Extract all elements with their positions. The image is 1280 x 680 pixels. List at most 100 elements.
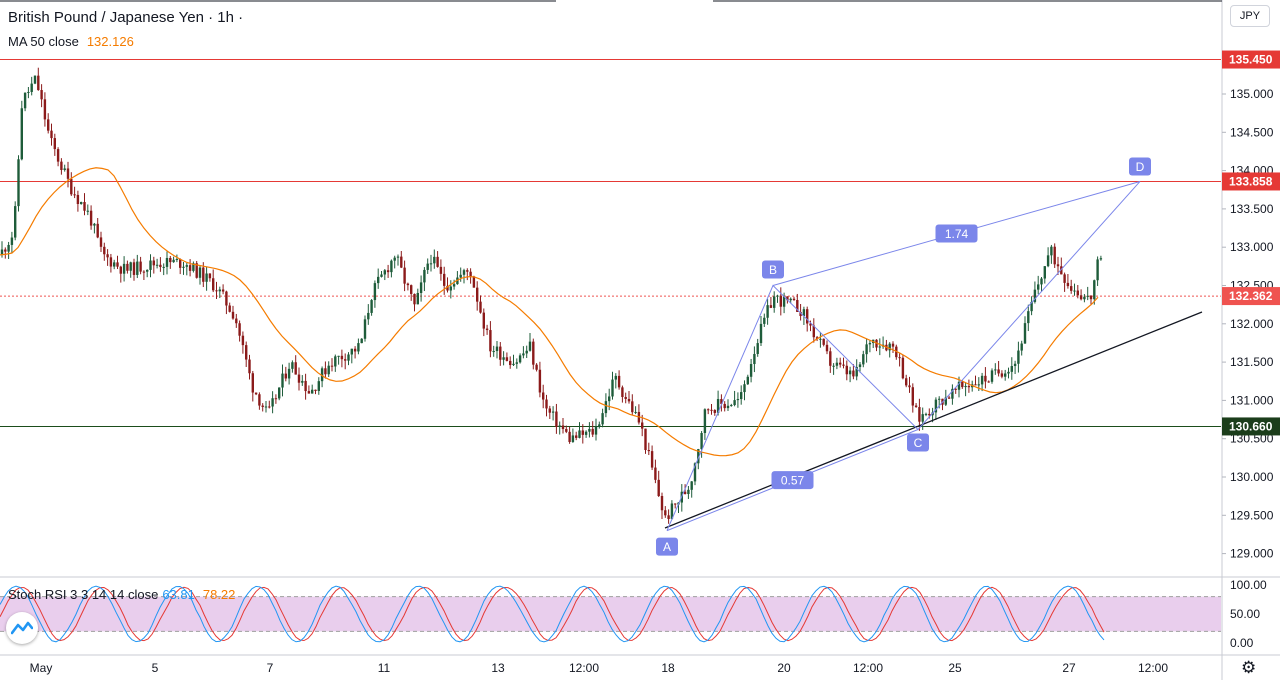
candle — [165, 251, 169, 275]
candle-body — [1020, 343, 1023, 351]
candle-body — [179, 259, 182, 268]
candle — [218, 286, 221, 299]
pattern-ratio-0: 1.74 — [935, 224, 978, 243]
candle — [274, 394, 278, 404]
candle — [113, 259, 116, 270]
candle-body — [647, 450, 650, 452]
ma-legend[interactable]: MA 50 close 132.126 — [8, 34, 142, 49]
time-tick-label: 18 — [661, 661, 675, 675]
candle-body — [581, 430, 584, 435]
candle-body — [413, 293, 416, 305]
candle-body — [271, 398, 274, 407]
candle-body — [1076, 290, 1079, 296]
price-label-box — [1222, 417, 1280, 436]
price-tick-label: 130.000 — [1230, 470, 1274, 484]
candle — [1017, 341, 1020, 373]
candle-body — [469, 271, 472, 277]
candle — [740, 385, 743, 405]
candle — [634, 406, 637, 415]
candle — [561, 418, 565, 434]
candle — [987, 380, 990, 383]
candle-body — [241, 335, 245, 346]
candle-body — [773, 296, 776, 308]
candle-body — [70, 178, 73, 195]
candle — [578, 422, 581, 439]
candle-body — [320, 368, 324, 382]
candle — [248, 354, 251, 380]
candle-body — [317, 381, 320, 391]
candle — [710, 404, 713, 415]
candle-body — [400, 256, 403, 268]
candle — [898, 353, 901, 367]
candle — [386, 264, 390, 278]
candle — [581, 424, 584, 444]
candle — [601, 408, 604, 428]
candle — [245, 341, 248, 367]
candle-body — [561, 425, 565, 430]
candle-body — [967, 385, 971, 388]
candle — [1073, 283, 1076, 296]
pattern-point-label: C — [914, 436, 923, 450]
ma-label: MA 50 close — [8, 34, 79, 49]
candle — [70, 172, 73, 196]
candle — [251, 370, 254, 402]
candle-body — [344, 359, 347, 361]
candle-body — [155, 264, 159, 266]
candle — [779, 287, 782, 316]
candle-body — [334, 356, 337, 367]
candle — [753, 346, 756, 373]
candle — [512, 354, 515, 366]
candle — [334, 354, 337, 372]
candle — [152, 256, 155, 274]
candle — [53, 133, 56, 156]
candle-body — [766, 305, 769, 318]
candle — [901, 354, 905, 380]
candle-body — [314, 389, 317, 391]
candle-body — [690, 481, 693, 490]
candle-body — [822, 338, 825, 345]
candle-body — [462, 270, 466, 275]
settings-gear-icon[interactable]: ⚙ — [1241, 658, 1257, 677]
candle-body — [789, 298, 792, 301]
candle-body — [1083, 296, 1086, 300]
candle — [667, 509, 670, 524]
candle-body — [466, 270, 469, 272]
symbol-legend[interactable]: British Pound / Japanese Yen · 1h · — [8, 9, 251, 26]
candle — [908, 376, 911, 393]
candle — [1060, 257, 1063, 275]
candle-body — [426, 263, 429, 270]
candle — [159, 257, 162, 272]
candle-body — [588, 428, 591, 432]
candle — [1056, 256, 1060, 276]
candle — [185, 262, 188, 276]
candle — [179, 258, 182, 275]
candles[interactable] — [0, 67, 1103, 524]
candle-body — [324, 368, 327, 375]
candle — [476, 281, 479, 311]
candle-body — [235, 318, 238, 324]
stoch-legend[interactable]: Stoch RSI 3 3 14 14 close 63.81 78.22 — [8, 587, 243, 602]
candle — [1030, 296, 1033, 316]
price-label-box — [1222, 50, 1280, 69]
candle — [413, 293, 416, 312]
candle — [162, 263, 165, 276]
candle — [654, 459, 657, 484]
candle-body — [238, 323, 241, 336]
candle-body — [914, 405, 918, 408]
tradingview-logo[interactable] — [6, 612, 38, 644]
candle-body — [198, 267, 202, 278]
candle — [888, 342, 891, 358]
candle — [443, 266, 446, 295]
candle-body — [218, 289, 221, 292]
candle — [155, 258, 159, 269]
candle-body — [142, 271, 146, 273]
time-tick-label: May — [30, 661, 53, 675]
candle — [149, 254, 152, 278]
currency-button[interactable]: JPY — [1230, 5, 1270, 27]
candle-body — [934, 399, 938, 413]
candle-body — [858, 364, 862, 367]
candle-body — [337, 355, 340, 357]
candle-body — [835, 362, 839, 366]
candle — [258, 392, 261, 410]
